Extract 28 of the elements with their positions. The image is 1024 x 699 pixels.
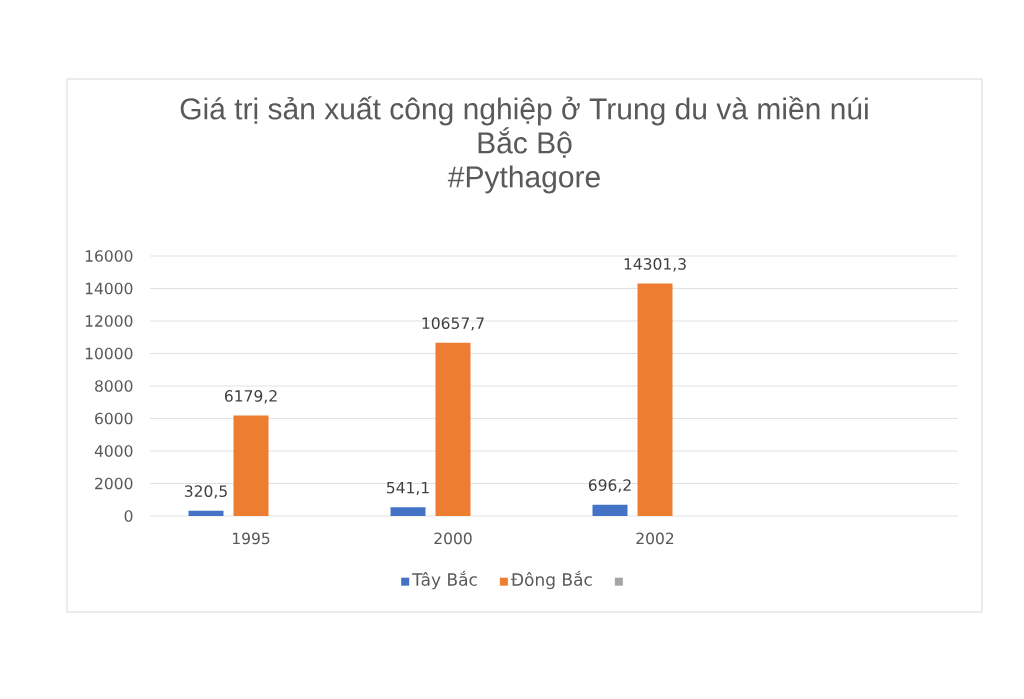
x-tick-label: 2000 xyxy=(434,532,472,545)
y-tick-label: 6000 xyxy=(95,412,133,425)
y-tick-label: 16000 xyxy=(85,250,133,262)
data-label: 541,1 xyxy=(387,481,429,496)
chart-title: Giá trị sản xuất công nghiệp ở Trung du và miền núi Bắc Bộ xyxy=(180,96,868,158)
data-label: 14301,3 xyxy=(624,258,686,272)
y-tick-label: 4000 xyxy=(94,445,133,457)
legend-label: Tây Bắc xyxy=(412,570,477,590)
x-tick-label: 2002 xyxy=(636,532,674,545)
y-tick-label: 0 xyxy=(124,510,133,522)
bar xyxy=(592,504,628,516)
data-label: 696,2 xyxy=(588,479,631,493)
bar xyxy=(233,415,269,516)
bar xyxy=(435,342,471,516)
data-label: 320,5 xyxy=(184,485,227,499)
data-label: 6179,2 xyxy=(224,390,277,404)
y-tick-label: 14000 xyxy=(85,282,133,295)
bar xyxy=(637,283,673,516)
y-tick-label: 10000 xyxy=(85,347,133,360)
data-label: 10657,7 xyxy=(422,317,484,331)
chart-subtitle: #Pythagore xyxy=(447,165,600,194)
x-tick-label: 1995 xyxy=(232,532,270,545)
y-tick-label: 2000 xyxy=(95,477,133,490)
legend-label: Đông Bắc xyxy=(510,570,592,590)
y-tick-label: 8000 xyxy=(95,380,133,392)
y-tick-label: 12000 xyxy=(85,315,133,327)
bar xyxy=(390,507,426,516)
bar xyxy=(188,510,224,516)
